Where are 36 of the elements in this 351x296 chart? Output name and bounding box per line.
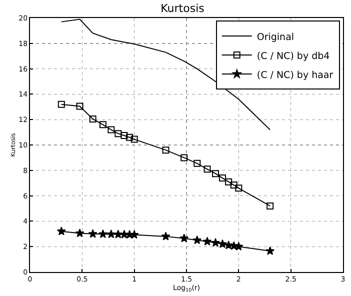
point <box>161 232 170 240</box>
point <box>114 130 122 138</box>
point <box>230 182 238 189</box>
point <box>120 132 128 139</box>
point <box>202 236 212 246</box>
point <box>218 239 227 248</box>
point <box>180 154 188 162</box>
point <box>58 100 65 108</box>
point <box>180 234 189 242</box>
point <box>130 136 138 143</box>
legend-label: Original <box>256 32 294 43</box>
point <box>266 202 274 210</box>
legend-label: (C / NC) by db4 <box>256 50 330 62</box>
point <box>106 230 116 238</box>
legend-label: (C / NC) by haar <box>256 70 334 81</box>
point <box>76 102 84 110</box>
point <box>218 174 226 182</box>
point <box>75 228 84 238</box>
point <box>211 238 220 247</box>
point <box>235 184 242 192</box>
point <box>114 230 123 238</box>
point <box>266 246 275 255</box>
point <box>126 134 134 141</box>
point <box>108 126 115 134</box>
point <box>99 121 106 128</box>
point <box>88 229 98 238</box>
point <box>225 178 232 186</box>
point <box>56 226 66 236</box>
point <box>89 115 96 122</box>
point <box>192 236 202 244</box>
point <box>98 229 108 238</box>
point <box>162 146 170 154</box>
chart-title: Kurtosis <box>160 2 205 16</box>
point <box>194 160 201 167</box>
point <box>212 170 219 178</box>
point <box>204 166 211 173</box>
